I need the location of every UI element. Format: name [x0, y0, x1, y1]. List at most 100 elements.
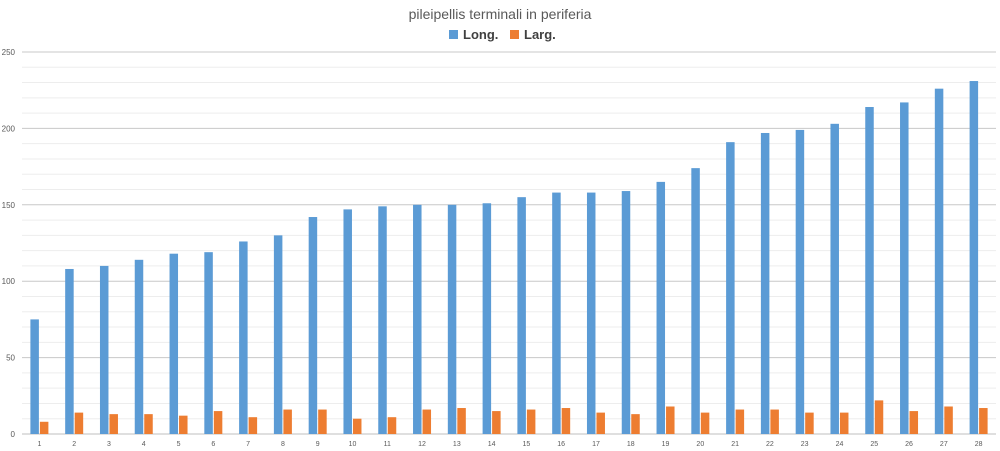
bar-larg	[422, 409, 432, 434]
y-tick-label: 250	[2, 48, 16, 57]
x-tick-label: 2	[72, 441, 76, 448]
bar-larg	[457, 408, 466, 434]
x-tick-label: 19	[662, 441, 670, 448]
x-tick-label: 10	[349, 441, 357, 448]
y-tick-label: 50	[6, 354, 15, 363]
bar-long	[934, 88, 944, 434]
bar-long	[656, 181, 666, 434]
bar-long	[969, 81, 979, 435]
x-tick-label: 28	[975, 441, 983, 448]
bars	[30, 81, 988, 435]
bar-larg	[561, 408, 571, 434]
y-tick-label: 150	[2, 201, 16, 210]
y-tick-label: 200	[2, 124, 16, 133]
bar-long	[865, 107, 874, 435]
bar-larg	[283, 409, 292, 434]
x-tick-label: 20	[696, 441, 704, 448]
bar-larg	[352, 418, 362, 434]
bar-larg	[874, 400, 884, 434]
bar-larg	[979, 408, 988, 434]
legend-label-long: Long.	[463, 27, 498, 42]
x-tick-label: 12	[418, 441, 426, 448]
bar-larg	[74, 412, 84, 434]
x-axis: 1 2 3 4 5 6 7 8 9 10 11 12 13 14 15 16 17 18 19 20 21 22 23 24 2…	[37, 441, 982, 448]
x-tick-label: 25	[870, 441, 878, 448]
bar-larg	[179, 415, 188, 434]
x-tick-label: 13	[453, 441, 461, 448]
chart-title: pileipellis terminali in periferia	[409, 6, 592, 22]
bar-long	[378, 206, 387, 434]
bar-long	[517, 197, 526, 434]
bar-larg	[39, 421, 49, 434]
y-tick-label: 0	[11, 430, 16, 439]
bar-long	[760, 132, 770, 434]
x-tick-label: 23	[801, 441, 809, 448]
x-tick-label: 4	[142, 441, 146, 448]
bar-long	[552, 192, 561, 434]
bar-larg	[909, 411, 919, 434]
bar-long	[795, 129, 805, 435]
bar-larg	[770, 409, 779, 434]
bar-long	[482, 203, 492, 434]
bar-long	[134, 259, 144, 434]
legend-swatch-larg	[510, 30, 519, 39]
bar-larg	[805, 412, 814, 434]
bar-long	[413, 204, 422, 434]
bar-long	[343, 209, 352, 434]
bar-long	[99, 265, 109, 434]
bar-larg	[248, 417, 258, 434]
x-tick-label: 8	[281, 441, 285, 448]
bar-larg	[735, 409, 745, 434]
bar-larg	[318, 409, 327, 434]
x-tick-label: 7	[246, 441, 250, 448]
legend-label-larg: Larg.	[524, 27, 556, 42]
bar-larg	[109, 414, 118, 434]
bar-larg	[631, 414, 640, 434]
bar-long	[308, 217, 318, 434]
x-tick-label: 21	[731, 441, 739, 448]
x-tick-label: 5	[177, 441, 181, 448]
bar-long	[830, 123, 839, 434]
y-tick-label: 100	[2, 277, 16, 286]
bar-larg	[144, 414, 153, 434]
bar-long	[900, 102, 909, 434]
x-tick-label: 22	[766, 441, 774, 448]
bar-larg	[526, 409, 536, 434]
bar-larg	[213, 411, 223, 434]
bar-long	[204, 252, 213, 434]
x-tick-label: 26	[905, 441, 913, 448]
x-tick-label: 16	[557, 441, 565, 448]
x-tick-label: 1	[37, 441, 41, 448]
gridlines	[22, 51, 996, 435]
bar-long	[691, 168, 700, 435]
bar-long	[726, 142, 735, 435]
x-tick-label: 9	[316, 441, 320, 448]
bar-larg	[839, 412, 849, 434]
legend-swatch-long	[449, 30, 458, 39]
bar-larg	[596, 412, 605, 434]
x-tick-label: 6	[211, 441, 215, 448]
x-tick-label: 15	[522, 441, 530, 448]
bar-long	[239, 241, 248, 434]
bar-long	[273, 235, 283, 434]
bar-long	[621, 191, 631, 434]
legend: Long. Larg.	[449, 27, 556, 42]
bar-long	[447, 204, 457, 434]
x-tick-label: 3	[107, 441, 111, 448]
bar-larg	[492, 411, 501, 434]
bar-larg	[944, 406, 953, 434]
bar-larg	[387, 417, 397, 434]
x-tick-label: 27	[940, 441, 948, 448]
bar-long	[169, 253, 179, 434]
x-tick-label: 11	[384, 441, 391, 448]
x-tick-label: 24	[836, 441, 844, 448]
bar-long	[65, 268, 74, 434]
x-tick-label: 17	[592, 441, 600, 448]
bar-larg	[666, 406, 675, 434]
bar-larg	[700, 412, 710, 434]
bar-long	[586, 192, 596, 434]
bar-long	[30, 319, 39, 434]
x-tick-label: 14	[488, 441, 496, 448]
x-tick-label: 18	[627, 441, 635, 448]
